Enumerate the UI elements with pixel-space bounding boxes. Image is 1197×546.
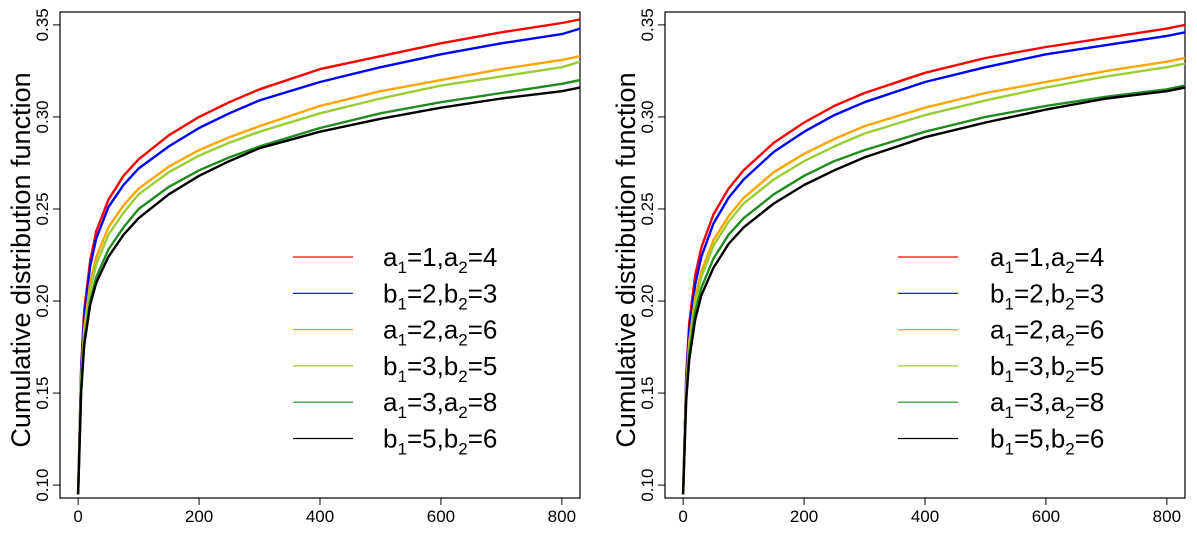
y-tick-label: 0.30 [33, 100, 52, 133]
x-tick-label: 200 [790, 507, 818, 526]
y-tick-label: 0.20 [638, 284, 657, 317]
legend-label: a1=2,a2=6 [990, 315, 1104, 350]
y-tick-label: 0.25 [33, 192, 52, 225]
legend-label: a1=2,a2=6 [383, 315, 497, 350]
legend-label: b1=2,b2=3 [383, 278, 497, 313]
y-tick-label: 0.30 [638, 100, 657, 133]
x-tick-label: 800 [548, 507, 576, 526]
x-tick-label: 200 [185, 507, 213, 526]
legend-label: a1=1,a2=4 [383, 242, 497, 277]
series-line-3 [76, 60, 580, 495]
x-tick-label: 400 [306, 507, 334, 526]
legend-label: a1=1,a2=4 [990, 242, 1104, 277]
y-tick-label: 0.10 [33, 469, 52, 502]
x-tick-label: 600 [1032, 507, 1060, 526]
x-tick-label: 0 [678, 507, 687, 526]
series-line-5 [76, 86, 580, 495]
series-line-3 [681, 62, 1185, 495]
y-tick-label: 0.35 [638, 8, 657, 41]
x-tick-label: 600 [427, 507, 455, 526]
y-axis-title: Cumulative distribution function [6, 72, 36, 447]
legend-label: b1=2,b2=3 [990, 278, 1104, 313]
legend-label: a1=3,a2=8 [990, 387, 1104, 422]
legend-label: a1=3,a2=8 [383, 387, 497, 422]
series-line-1 [76, 27, 580, 495]
y-axis-title: Cumulative distribution function [611, 72, 641, 447]
x-tick-label: 0 [73, 507, 82, 526]
legend-label: b1=3,b2=5 [383, 351, 497, 386]
legend-label: b1=5,b2=6 [990, 424, 1104, 459]
x-tick-label: 400 [911, 507, 939, 526]
y-tick-label: 0.15 [33, 377, 52, 410]
y-tick-label: 0.20 [33, 284, 52, 317]
legend-label: b1=3,b2=5 [990, 351, 1104, 386]
series-line-1 [681, 31, 1185, 495]
y-tick-label: 0.25 [638, 192, 657, 225]
right-cdf-panel: 0 200 400 600 800 0.10 0.15 0.20 0.25 0.30 0.35 Cum… [611, 8, 1186, 526]
x-tick-label: 800 [1153, 507, 1181, 526]
y-tick-label: 0.35 [33, 8, 52, 41]
legend-label: b1=5,b2=6 [383, 424, 497, 459]
left-cdf-panel: 0 200 400 600 800 0.10 0.15 0.20 0.25 0.30 0.35 Cum… [6, 8, 581, 526]
series-line-0 [681, 23, 1185, 495]
y-tick-label: 0.10 [638, 469, 657, 502]
series-line-5 [681, 86, 1185, 495]
y-tick-label: 0.15 [638, 377, 657, 410]
